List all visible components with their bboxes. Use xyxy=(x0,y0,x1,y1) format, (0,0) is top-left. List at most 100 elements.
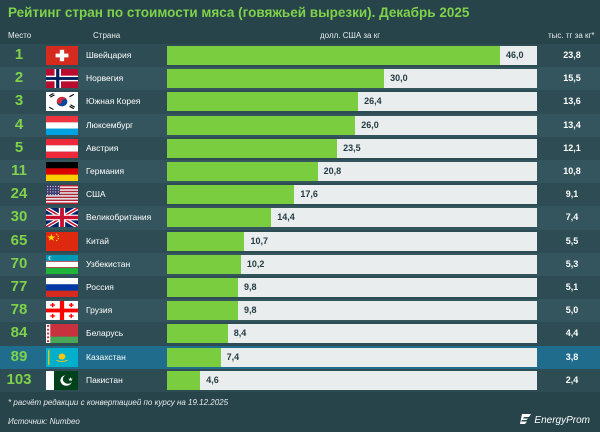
kzt-value-label: 13,6 xyxy=(563,96,581,107)
rank-label: 1 xyxy=(14,46,24,63)
bar-track: 26,4 xyxy=(167,92,537,112)
norway-flag-icon xyxy=(46,69,78,89)
bar-value-label: 4,6 xyxy=(206,374,219,385)
bar xyxy=(167,138,338,158)
country-label: Казахстан xyxy=(86,351,126,362)
bar-value-label: 9,8 xyxy=(243,282,257,292)
rank-label: 65 xyxy=(10,231,28,249)
rank-label: 89 xyxy=(10,347,28,365)
austria-flag-icon xyxy=(46,138,78,158)
bar xyxy=(167,324,228,344)
rank-label: 4 xyxy=(14,115,24,133)
bar xyxy=(167,278,238,297)
rank-label: 2 xyxy=(14,69,24,87)
country-label: Германия xyxy=(86,166,125,176)
china-flag-icon xyxy=(46,231,78,251)
rank-label: 24 xyxy=(10,185,28,203)
kzt-value-label: 5,1 xyxy=(565,282,579,292)
rank-label: 84 xyxy=(10,324,28,342)
rank-label: 77 xyxy=(10,278,28,295)
bar-value-label: 20,8 xyxy=(323,166,342,176)
country-label: Великобритания xyxy=(86,212,152,223)
bar xyxy=(167,370,201,390)
bar-value-label: 8,4 xyxy=(233,328,247,339)
table-row: 65 Китай 10,7 5,5 xyxy=(0,229,600,253)
bar-value-label: 10,2 xyxy=(246,258,265,269)
bar-track: 30,0 xyxy=(167,69,537,89)
table-row: 78 Грузия 9,8 5,0 xyxy=(0,299,600,323)
kzt-value-label: 15,5 xyxy=(563,73,581,84)
rank-label: 103 xyxy=(6,370,32,388)
uk-flag-icon xyxy=(46,208,78,228)
kzt-value-label: 13,4 xyxy=(563,119,581,130)
bar xyxy=(167,185,295,205)
table-row: 11 Германия 20,8 10,8 xyxy=(0,160,600,184)
country-label: Австрия xyxy=(86,142,119,153)
table-row: 103 Пакистан 4,6 2,4 xyxy=(0,368,600,392)
footnote: * расчёт редакции с конвертацией по курс… xyxy=(8,398,229,407)
uzbekistan-flag-icon xyxy=(46,254,78,274)
kzt-value-label: 10,8 xyxy=(563,166,581,176)
bar-track: 9,8 xyxy=(167,301,537,321)
table-row: 1 Швейцария 46,0 23,8 xyxy=(0,44,600,68)
bar-value-label: 23,5 xyxy=(343,142,361,153)
bar-value-label: 7,4 xyxy=(226,351,240,362)
brand-logo: EnergyProm xyxy=(520,414,590,426)
switzerland-flag-icon xyxy=(46,46,78,65)
bar xyxy=(167,347,221,367)
bar xyxy=(167,301,238,321)
rank-label: 78 xyxy=(10,301,28,319)
bar-track: 17,6 xyxy=(167,185,537,205)
country-label: Южная Корея xyxy=(86,96,141,107)
country-label: США xyxy=(86,189,106,200)
usa-flag-icon xyxy=(46,185,78,205)
kzt-value-label: 9,1 xyxy=(565,189,579,200)
bar-track: 4,6 xyxy=(167,370,537,390)
bar-value-label: 17,6 xyxy=(300,189,318,200)
table-row: 24 США 17,6 9,1 xyxy=(0,183,600,207)
country-label: Норвегия xyxy=(86,73,124,84)
kazakhstan-flag-icon xyxy=(46,347,78,367)
kzt-value-label: 4,4 xyxy=(565,328,579,339)
bar-track: 26,0 xyxy=(167,115,537,135)
rank-label: 5 xyxy=(14,138,24,156)
table-row: 84 Беларусь 8,4 4,4 xyxy=(0,322,600,346)
country-label: Беларусь xyxy=(86,328,124,339)
bar-track: 10,7 xyxy=(167,231,537,251)
kzt-value-label: 12,1 xyxy=(563,142,581,153)
kzt-column-header: тыс. тг за кг* xyxy=(548,31,595,40)
bar-track: 14,4 xyxy=(167,208,537,228)
country-column-header: Страна xyxy=(93,31,121,40)
georgia-flag-icon xyxy=(46,301,78,321)
south-korea-flag-icon xyxy=(46,92,78,112)
rank-label: 70 xyxy=(10,254,28,272)
bar-value-label: 46,0 xyxy=(506,50,524,60)
table-row: 3 Южная Корея 26,4 13,6 xyxy=(0,90,600,114)
country-label: Узбекистан xyxy=(86,258,131,269)
kzt-value-label: 23,8 xyxy=(563,50,581,60)
bar-value-label: 30,0 xyxy=(390,73,408,84)
bar-track: 7,4 xyxy=(167,347,537,367)
chart-title: Рейтинг стран по стоимости мяса (говяжье… xyxy=(8,5,470,20)
table-row: 30 Великобритания 14,4 7,4 xyxy=(0,206,600,230)
table-row: 4 Люксембург 26,0 13,4 xyxy=(0,113,600,137)
rank-label: 30 xyxy=(10,208,28,226)
kzt-value-label: 5,5 xyxy=(565,235,579,246)
country-label: Китай xyxy=(86,235,109,246)
bar xyxy=(167,231,245,251)
rank-label: 11 xyxy=(11,162,27,179)
country-label: Грузия xyxy=(86,305,113,316)
bar xyxy=(167,208,272,228)
table-row: 70 Узбекистан 10,2 5,3 xyxy=(0,252,600,276)
bar xyxy=(167,115,356,135)
bar-track: 8,4 xyxy=(167,324,537,344)
bar-value-label: 10,7 xyxy=(250,235,268,246)
bar xyxy=(167,162,318,181)
pakistan-flag-icon xyxy=(46,370,78,390)
table-row: 5 Австрия 23,5 12,1 xyxy=(0,136,600,160)
bar-track: 23,5 xyxy=(167,138,537,158)
bar-track: 10,2 xyxy=(167,254,537,274)
rank-label: 3 xyxy=(14,92,24,110)
energyprom-logo-icon xyxy=(520,414,532,424)
country-label: Пакистан xyxy=(86,374,123,385)
